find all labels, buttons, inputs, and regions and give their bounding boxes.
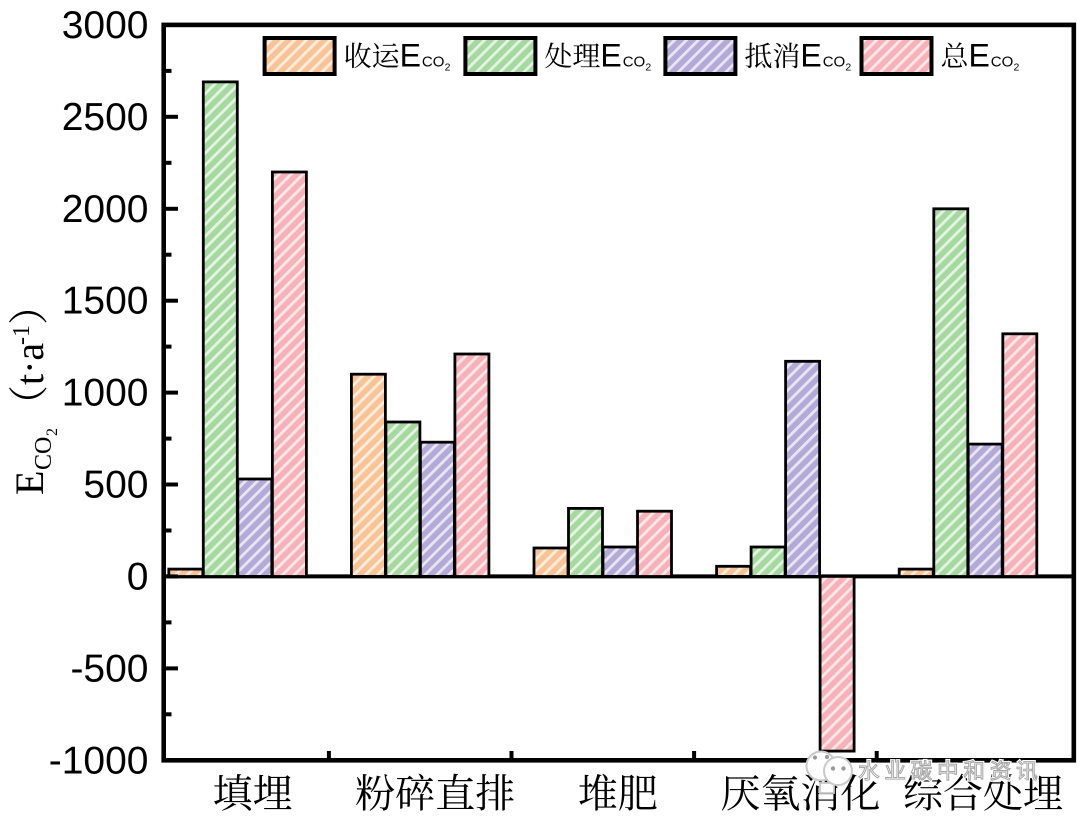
svg-text:3000: 3000 <box>62 4 149 47</box>
svg-text:2: 2 <box>845 62 851 74</box>
svg-text:CO: CO <box>623 54 646 71</box>
svg-text:CO: CO <box>422 54 445 71</box>
svg-text:500: 500 <box>83 464 148 507</box>
svg-text:CO: CO <box>31 437 57 470</box>
svg-text:-1: -1 <box>9 325 35 345</box>
svg-text:2: 2 <box>445 62 451 74</box>
svg-text:2500: 2500 <box>62 96 149 139</box>
svg-text:CO: CO <box>823 54 846 71</box>
svg-text:-500: -500 <box>70 647 148 690</box>
svg-text:E: E <box>969 38 990 74</box>
svg-text:CO: CO <box>991 54 1014 71</box>
svg-text:1500: 1500 <box>62 280 149 323</box>
svg-text:-1000: -1000 <box>49 739 149 782</box>
svg-text:E: E <box>400 38 421 74</box>
svg-text:2000: 2000 <box>62 188 149 231</box>
svg-text:E: E <box>7 471 52 495</box>
svg-text:E: E <box>600 38 621 74</box>
svg-text:t·a: t·a <box>7 343 52 385</box>
svg-text:2: 2 <box>645 62 651 74</box>
svg-text:0: 0 <box>127 555 149 598</box>
svg-text:E: E <box>800 38 821 74</box>
svg-text:1000: 1000 <box>62 372 149 415</box>
svg-text:2: 2 <box>1014 62 1020 74</box>
svg-text:2: 2 <box>44 428 61 436</box>
